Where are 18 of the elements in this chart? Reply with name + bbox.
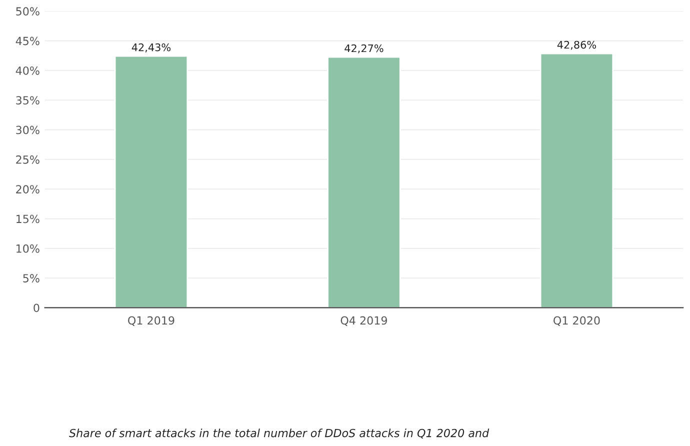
- y-tick-label: 45%: [16, 36, 40, 46]
- x-tick-label: Q4 2019: [340, 316, 388, 326]
- text: Share of smart attacks in the total number of DDoS attacks in Q1 2020 and: [69, 428, 490, 439]
- data-label: 42,43%: [132, 43, 171, 52]
- y-tick-label: 20%: [16, 185, 40, 194]
- data-label: 42,86%: [557, 40, 596, 50]
- y-tick-label: 35%: [16, 96, 40, 105]
- y-tick-label: 10%: [16, 244, 40, 253]
- y-tick-label: 15%: [16, 214, 40, 224]
- y-tick-label: 30%: [16, 126, 40, 134]
- y-tick-label: 0: [34, 304, 40, 312]
- data-label: 42,27%: [344, 44, 384, 54]
- y-tick-label: 5%: [23, 274, 40, 282]
- x-tick-label: Q1 2019: [128, 316, 174, 326]
- x-tick-label: Q1 2020: [554, 316, 600, 326]
- y-tick-label: 50%: [16, 7, 40, 16]
- y-tick-label: 25%: [16, 155, 40, 164]
- y-tick-label: 40%: [16, 66, 40, 75]
